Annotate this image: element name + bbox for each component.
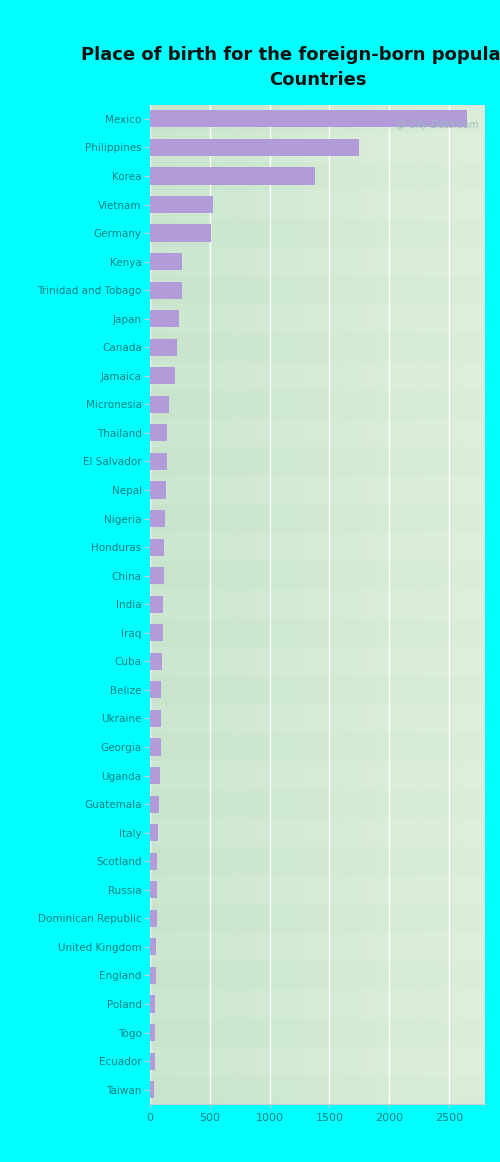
- Bar: [150, 681, 162, 698]
- Bar: [150, 475, 485, 504]
- Bar: [150, 248, 485, 275]
- Bar: [150, 447, 485, 475]
- Bar: [150, 418, 485, 447]
- Bar: [150, 424, 168, 442]
- Bar: [150, 938, 156, 955]
- Title: Place of birth for the foreign-born population -
Countries: Place of birth for the foreign-born popu…: [81, 46, 500, 89]
- Bar: [150, 134, 485, 162]
- Bar: [150, 910, 156, 927]
- Bar: [150, 590, 485, 618]
- Bar: [150, 1075, 485, 1104]
- Bar: [150, 191, 485, 218]
- Bar: [150, 167, 315, 185]
- Bar: [150, 1047, 485, 1075]
- Bar: [150, 567, 164, 584]
- Bar: [150, 338, 177, 356]
- Bar: [150, 704, 485, 733]
- Bar: [150, 281, 182, 299]
- Bar: [150, 675, 485, 704]
- Bar: [150, 853, 157, 870]
- Bar: [150, 933, 485, 961]
- Bar: [150, 738, 160, 755]
- Bar: [150, 761, 485, 790]
- Bar: [150, 453, 167, 471]
- Bar: [150, 967, 156, 984]
- Bar: [150, 796, 159, 812]
- Bar: [150, 624, 162, 641]
- Bar: [150, 196, 214, 213]
- Bar: [150, 304, 485, 333]
- Bar: [150, 538, 164, 555]
- Bar: [150, 875, 485, 904]
- Bar: [150, 110, 467, 128]
- Bar: [150, 510, 165, 528]
- Bar: [150, 904, 485, 933]
- Bar: [150, 504, 485, 533]
- Bar: [150, 224, 211, 242]
- Bar: [150, 390, 485, 418]
- Bar: [150, 310, 178, 328]
- Bar: [150, 481, 166, 498]
- Bar: [150, 767, 160, 784]
- Bar: [150, 533, 485, 561]
- Bar: [150, 138, 360, 156]
- Bar: [150, 647, 485, 675]
- Bar: [150, 105, 485, 134]
- Bar: [150, 790, 485, 818]
- Bar: [150, 218, 485, 248]
- Bar: [150, 847, 485, 875]
- Bar: [150, 1081, 154, 1098]
- Bar: [150, 253, 182, 271]
- Bar: [150, 361, 485, 390]
- Bar: [150, 733, 485, 761]
- Text: @ City-Data.com: @ City-Data.com: [396, 120, 478, 130]
- Bar: [150, 1053, 155, 1070]
- Bar: [150, 367, 175, 385]
- Bar: [150, 333, 485, 361]
- Bar: [150, 561, 485, 590]
- Bar: [150, 990, 485, 1018]
- Bar: [150, 618, 485, 647]
- Bar: [150, 275, 485, 304]
- Bar: [150, 824, 158, 841]
- Bar: [150, 653, 162, 670]
- Bar: [150, 710, 161, 727]
- Bar: [150, 996, 156, 1012]
- Bar: [150, 596, 163, 612]
- Bar: [150, 162, 485, 191]
- Bar: [150, 1018, 485, 1047]
- Bar: [150, 818, 485, 847]
- Bar: [150, 1024, 155, 1041]
- Bar: [150, 396, 169, 413]
- Bar: [150, 881, 157, 898]
- Bar: [150, 961, 485, 990]
